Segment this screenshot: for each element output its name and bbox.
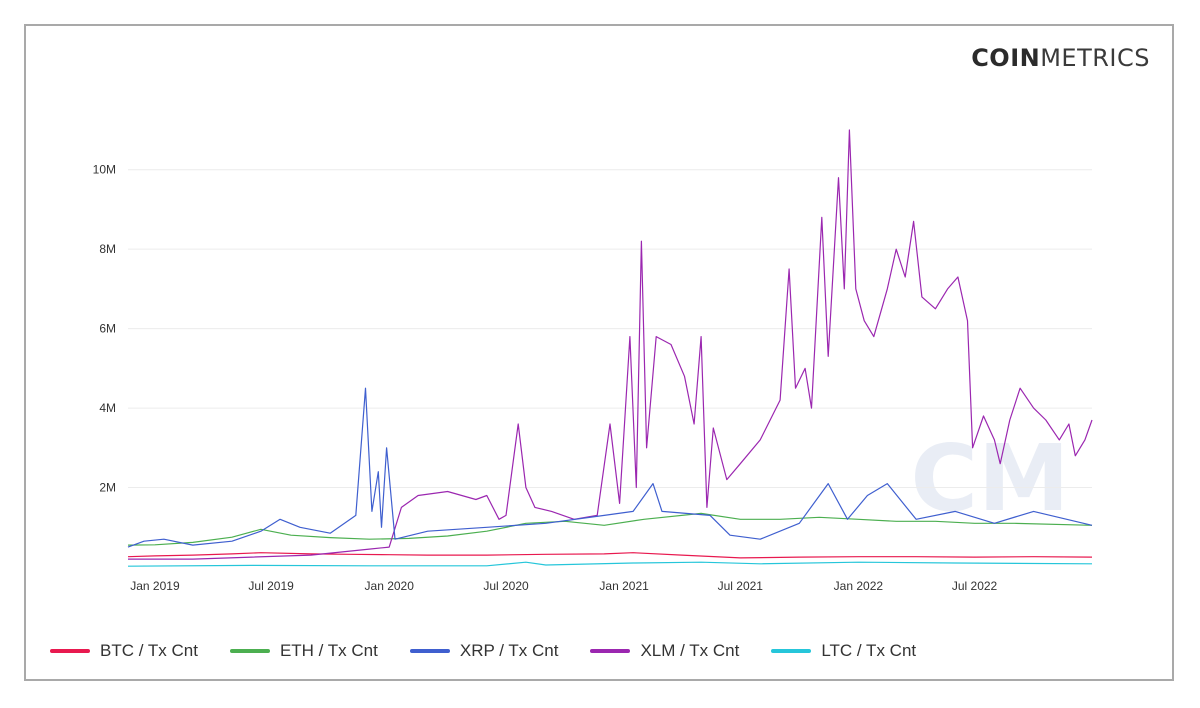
x-tick-label: Jan 2019	[130, 579, 180, 593]
x-tick-label: Jan 2021	[599, 579, 649, 593]
series-line-ltc	[128, 562, 1092, 566]
x-tick-label: Jul 2019	[248, 579, 294, 593]
x-tick-label: Jul 2021	[718, 579, 764, 593]
y-tick-label: 2M	[99, 481, 116, 495]
y-tick-label: 4M	[99, 401, 116, 415]
legend-swatch	[230, 649, 270, 653]
legend-item-eth[interactable]: ETH / Tx Cnt	[230, 641, 378, 661]
x-tick-label: Jul 2020	[483, 579, 529, 593]
legend-label: BTC / Tx Cnt	[100, 641, 198, 661]
legend-item-xrp[interactable]: XRP / Tx Cnt	[410, 641, 559, 661]
x-tick-label: Jul 2022	[952, 579, 998, 593]
x-tick-label: Jan 2022	[834, 579, 884, 593]
legend-swatch	[590, 649, 630, 653]
legend-label: XLM / Tx Cnt	[640, 641, 739, 661]
chart-legend: BTC / Tx Cnt ETH / Tx Cnt XRP / Tx Cnt XLM …	[50, 638, 948, 664]
legend-label: ETH / Tx Cnt	[280, 641, 378, 661]
legend-label: LTC / Tx Cnt	[821, 641, 916, 661]
y-tick-label: 6M	[99, 322, 116, 336]
legend-item-ltc[interactable]: LTC / Tx Cnt	[771, 641, 916, 661]
legend-item-btc[interactable]: BTC / Tx Cnt	[50, 641, 198, 661]
legend-swatch	[50, 649, 90, 653]
series-line-btc	[128, 553, 1092, 558]
line-chart: CM2M4M6M8M10MJan 2019 Jul 2019 Jan 2020 Jul…	[0, 0, 1200, 708]
legend-swatch	[771, 649, 811, 653]
y-tick-label: 10M	[93, 163, 116, 177]
legend-item-xlm[interactable]: XLM / Tx Cnt	[590, 641, 739, 661]
x-tick-label: Jan 2020	[365, 579, 415, 593]
legend-swatch	[410, 649, 450, 653]
y-tick-label: 8M	[99, 242, 116, 256]
legend-label: XRP / Tx Cnt	[460, 641, 559, 661]
